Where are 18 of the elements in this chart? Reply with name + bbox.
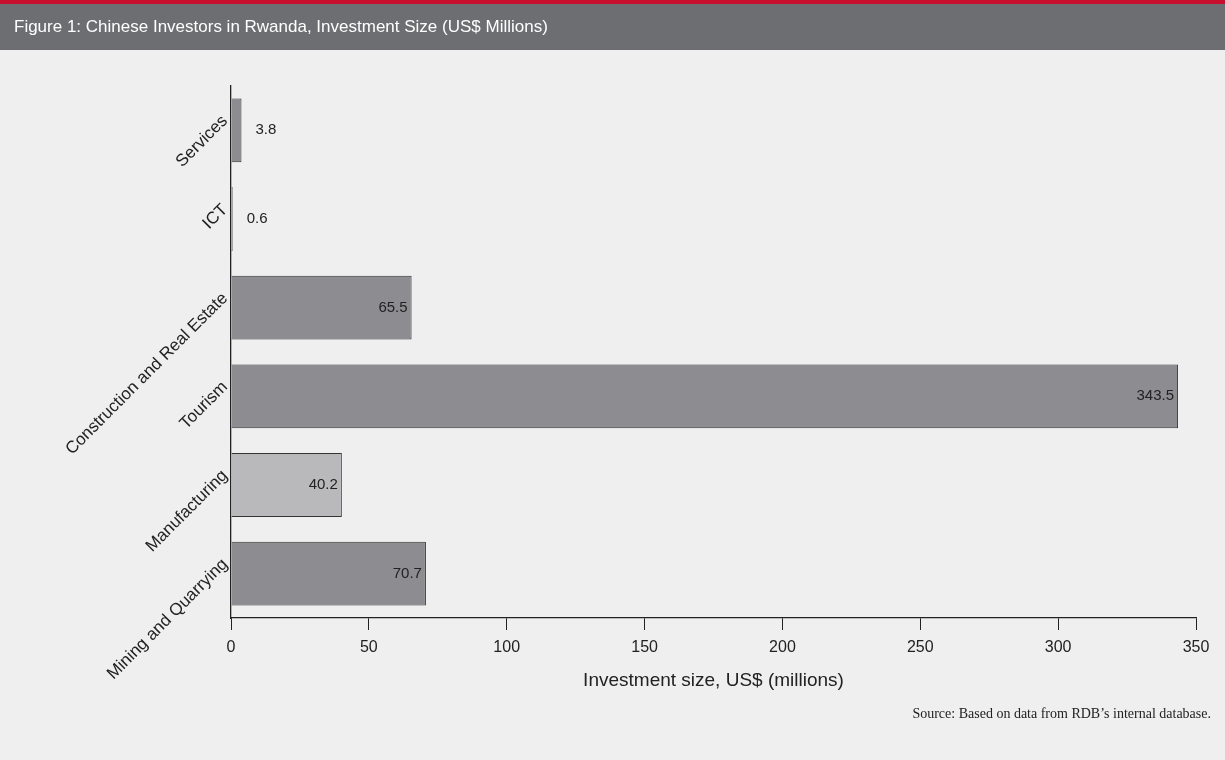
chart-title: Figure 1: Chinese Investors in Rwanda, Investment Size (US$ Millions) xyxy=(0,0,1225,50)
x-tick-label: 350 xyxy=(1182,638,1210,656)
x-axis-title: Investment size, US$ (millions) xyxy=(583,668,844,690)
x-tick-label: 200 xyxy=(769,638,796,656)
data-label: 70.7 xyxy=(392,563,422,581)
x-tick-label: 0 xyxy=(226,638,236,656)
x-tick-label: 250 xyxy=(906,638,934,656)
x-tick-label: 100 xyxy=(493,638,521,656)
y-tick-label: ICT xyxy=(198,199,232,233)
data-label: 0.6 xyxy=(246,209,268,227)
data-label: 40.2 xyxy=(308,475,338,493)
x-tick-label: 300 xyxy=(1044,638,1072,656)
data-label: 343.5 xyxy=(1136,386,1175,404)
x-tick-label: 50 xyxy=(359,638,378,656)
data-label: 65.5 xyxy=(378,297,408,315)
data-label: 3.8 xyxy=(255,120,277,138)
x-tick-label: 150 xyxy=(631,638,659,656)
source-note: Source: Based on data from RDB’s internal database. xyxy=(912,706,1211,721)
